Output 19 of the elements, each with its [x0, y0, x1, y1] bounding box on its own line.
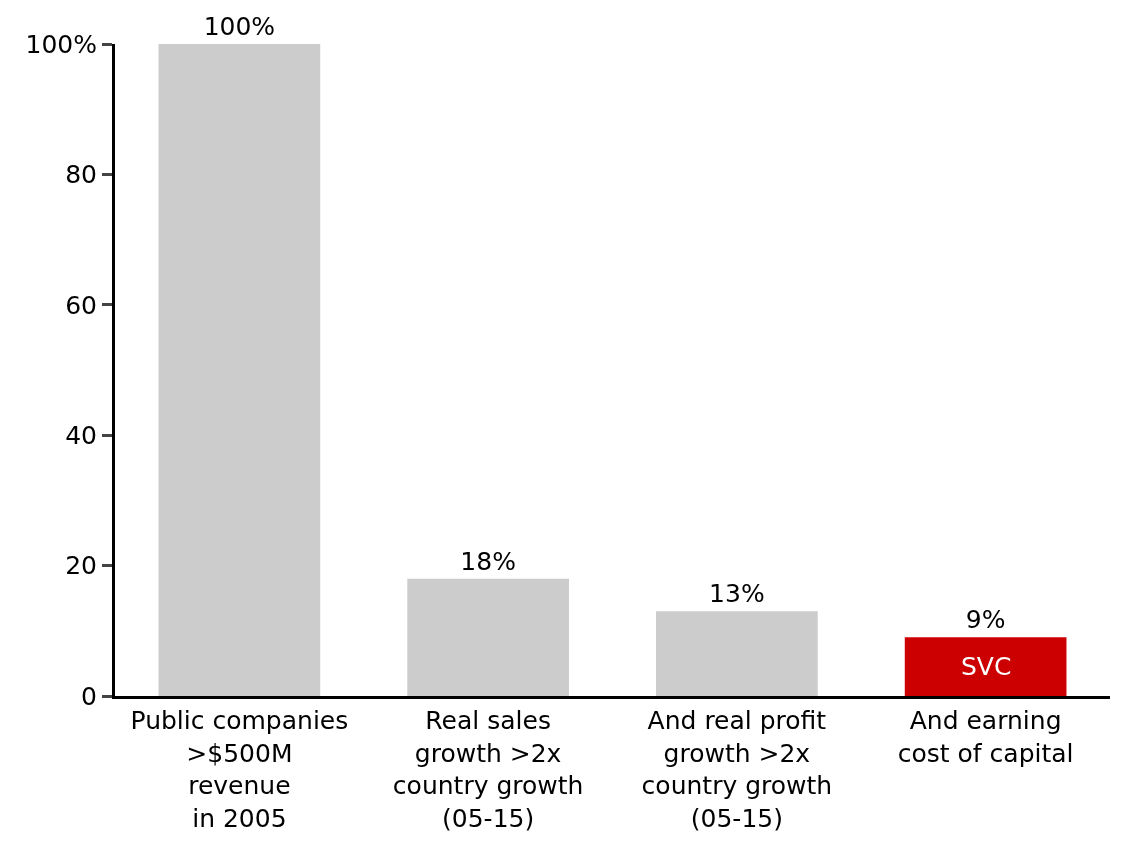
x-tick-label: And earning cost of capital — [897, 706, 1074, 768]
bar — [407, 578, 569, 696]
bar — [158, 44, 321, 696]
data-label: 100% — [203, 12, 276, 41]
x-tick-label: And real profit growth >2x country growth (05-15) — [641, 706, 833, 833]
bar — [904, 637, 1067, 696]
data-label: 9% — [965, 605, 1006, 635]
x-tick-label: Public companies >$500M revenue in 2005 — [130, 706, 349, 833]
bar — [656, 611, 818, 696]
annotation: SVC — [961, 652, 1012, 681]
y-tick-label: 0 — [81, 681, 97, 711]
data-label: 18% — [460, 546, 516, 576]
x-tick-label: Real sales growth >2x country growth (05-15) — [392, 706, 584, 833]
y-tick-label: 40 — [65, 420, 97, 450]
y-tick-label: 60 — [65, 290, 97, 320]
y-tick-label: 80 — [65, 160, 97, 190]
y-tick-label: 100% — [25, 29, 97, 59]
data-label: 13% — [709, 579, 765, 609]
y-tick-label: 20 — [65, 551, 97, 581]
